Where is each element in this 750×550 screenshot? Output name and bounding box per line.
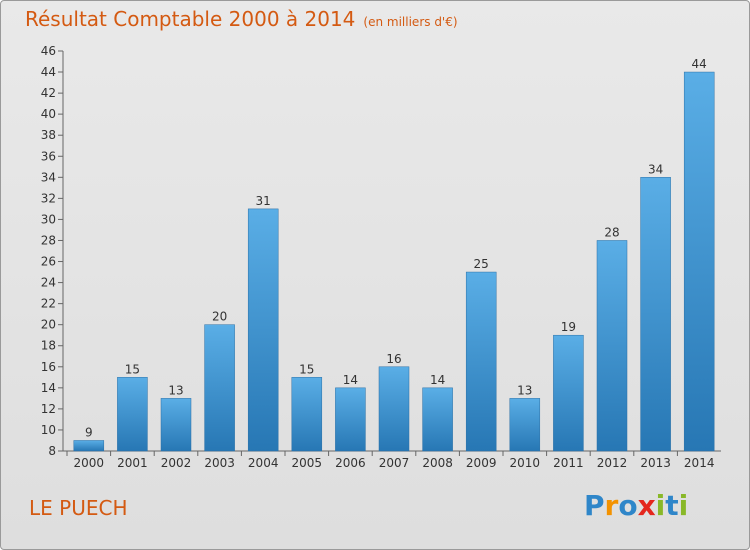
x-tick-label: 2011 [553,456,584,470]
x-tick-label: 2014 [684,456,715,470]
bar-value-label: 34 [648,162,663,176]
bar [509,398,541,452]
logo-letter: r [604,489,619,522]
bar [117,377,148,452]
x-tick-label: 2002 [161,456,192,470]
logo-letter: P [584,489,605,522]
y-tick-label: 46 [41,44,56,58]
y-tick-label: 28 [41,233,56,247]
proxiti-logo[interactable]: Proxiti [584,489,688,522]
y-tick-label: 30 [41,212,56,226]
bar-value-label: 19 [561,320,576,334]
logo-letter: x [637,489,656,522]
x-tick-label: 2008 [422,456,453,470]
y-tick-label: 36 [41,149,56,163]
bar [422,387,453,452]
y-tick-label: 44 [41,65,56,79]
bar [465,271,497,452]
y-tick-label: 20 [41,318,56,332]
y-tick-label: 26 [41,255,56,269]
y-tick-label: 22 [41,297,56,311]
bar-value-label: 13 [168,383,183,397]
y-tick-label: 10 [41,423,56,437]
logo-letter: i [655,489,666,522]
bar [553,334,584,452]
chart-title: Résultat Comptable 2000 à 2014 (en millie… [25,7,458,31]
y-tick-label: 42 [41,86,56,100]
bar-value-label: 16 [386,352,401,366]
x-tick-label: 2007 [379,456,410,470]
bar [73,440,105,452]
chart-subtitle: (en milliers d'€) [363,15,458,29]
y-tick-label: 32 [41,191,56,205]
x-tick-label: 2001 [117,456,148,470]
bar-value-label: 13 [517,383,532,397]
y-tick-label: 12 [41,402,56,416]
bar [247,208,279,452]
bar-value-label: 31 [256,194,271,208]
bar-value-label: 44 [692,57,707,71]
title-text: Résultat Comptable 2000 à 2014 [25,7,356,31]
logo-letter: o [618,489,638,522]
x-tick-label: 2009 [466,456,497,470]
x-tick-label: 2000 [74,456,105,470]
x-tick-label: 2012 [597,456,628,470]
bar [683,71,715,452]
bar-value-label: 9 [85,425,93,439]
x-tick-label: 2006 [335,456,366,470]
bar-value-label: 15 [299,362,314,376]
logo-letter: t [665,489,679,522]
bar [335,387,366,452]
bar [204,324,235,452]
y-tick-label: 34 [41,170,56,184]
bar-value-label: 25 [474,257,489,271]
y-tick-label: 14 [41,381,56,395]
x-tick-label: 2010 [510,456,541,470]
y-tick-label: 24 [41,276,56,290]
bar [160,398,192,452]
x-tick-label: 2004 [248,456,279,470]
x-tick-label: 2005 [292,456,323,470]
y-tick-label: 38 [41,128,56,142]
y-tick-label: 18 [41,339,56,353]
y-tick-label: 16 [41,360,56,374]
y-tick-label: 8 [48,444,56,458]
bar-value-label: 14 [343,373,358,387]
bar [291,377,323,452]
x-tick-label: 2003 [204,456,235,470]
bar-value-label: 28 [604,225,619,239]
bar-value-label: 20 [212,310,227,324]
bar [378,366,410,452]
town-name: LE PUECH [29,496,128,520]
bar [596,240,628,452]
bar-value-label: 15 [125,362,140,376]
x-tick-label: 2013 [640,456,671,470]
bar [640,177,671,452]
logo-letter: i [678,489,689,522]
y-tick-label: 40 [41,107,56,121]
bar-value-label: 14 [430,373,445,387]
